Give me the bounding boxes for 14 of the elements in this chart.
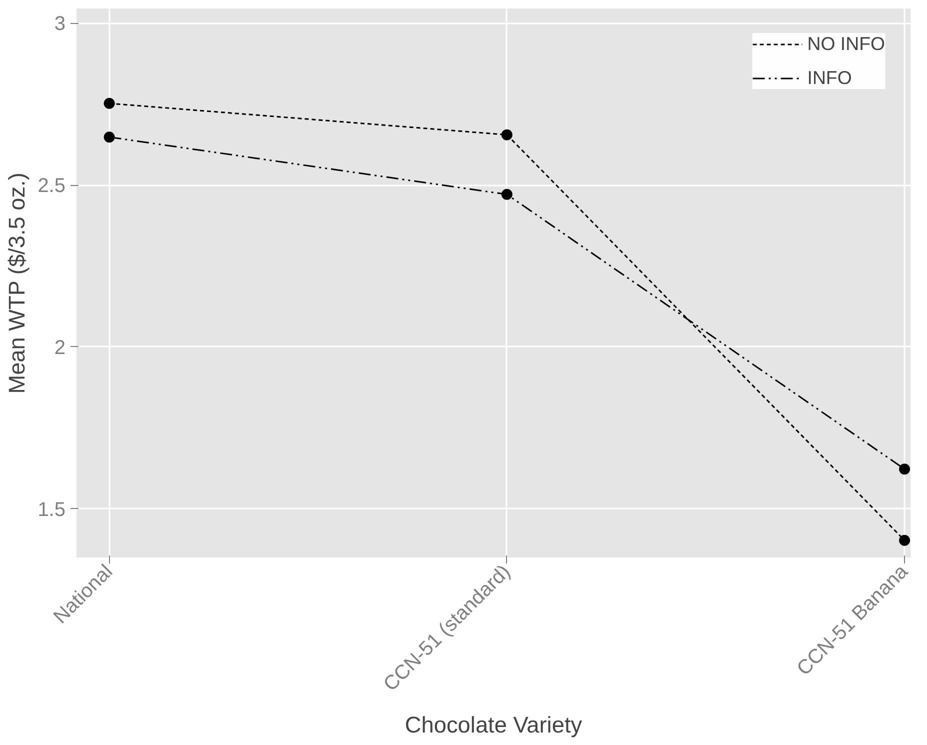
point	[501, 188, 512, 200]
x-axis-title: Chocolate Variety	[404, 711, 583, 738]
point	[104, 132, 115, 143]
y-tick-label: 3	[54, 13, 66, 36]
point	[899, 464, 910, 475]
y-tick-label: 1.5	[38, 498, 66, 521]
y-tick-label: 2	[54, 336, 66, 359]
point	[501, 129, 512, 140]
y-tick-label: 2.5	[38, 175, 66, 198]
point	[899, 534, 910, 546]
point	[104, 98, 115, 109]
y-axis-title: Mean WTP ($/3.5 oz.)	[4, 172, 30, 394]
legend-label: INFO	[807, 67, 852, 89]
legend-label: NO INFO	[807, 33, 885, 55]
